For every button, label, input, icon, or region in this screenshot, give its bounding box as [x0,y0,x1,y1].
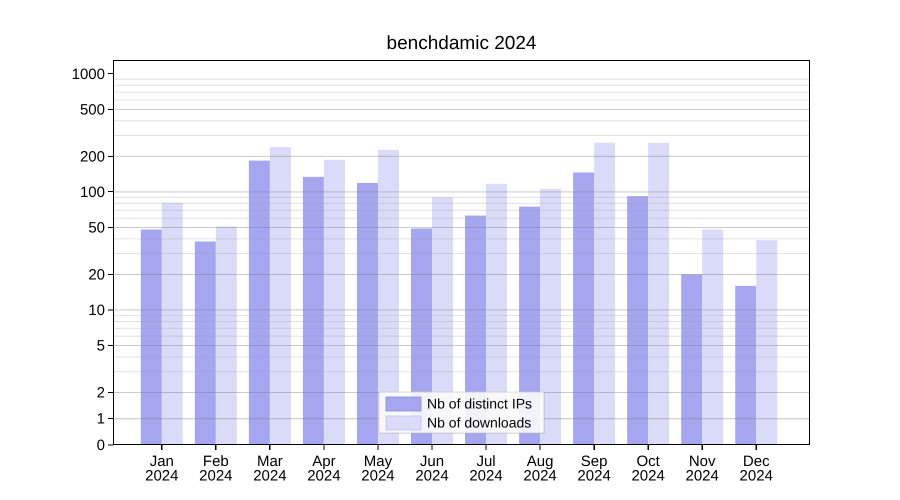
svg-text:200: 200 [80,148,105,165]
svg-text:20: 20 [88,266,105,283]
svg-text:2024: 2024 [307,468,340,485]
svg-text:1000: 1000 [72,66,105,83]
svg-text:2024: 2024 [577,468,610,485]
svg-text:2024: 2024 [523,468,556,485]
svg-text:2024: 2024 [199,468,232,485]
svg-text:2: 2 [97,385,105,402]
svg-text:2024: 2024 [686,468,719,485]
svg-text:2024: 2024 [631,468,664,485]
svg-text:benchdamic 2024: benchdamic 2024 [387,33,537,54]
svg-text:0: 0 [97,437,105,454]
svg-text:2024: 2024 [361,468,394,485]
svg-text:2024: 2024 [253,468,286,485]
svg-text:50: 50 [88,219,105,236]
svg-text:2024: 2024 [469,468,502,485]
svg-text:2024: 2024 [145,468,178,485]
svg-text:2024: 2024 [740,468,773,485]
svg-text:1: 1 [97,411,105,428]
svg-text:500: 500 [80,101,105,118]
svg-text:Nb of downloads: Nb of downloads [427,415,531,431]
svg-text:2024: 2024 [415,468,448,485]
svg-text:10: 10 [88,302,105,319]
svg-text:5: 5 [97,338,105,355]
svg-text:Nb of distinct IPs: Nb of distinct IPs [427,396,532,412]
svg-text:100: 100 [80,184,105,201]
